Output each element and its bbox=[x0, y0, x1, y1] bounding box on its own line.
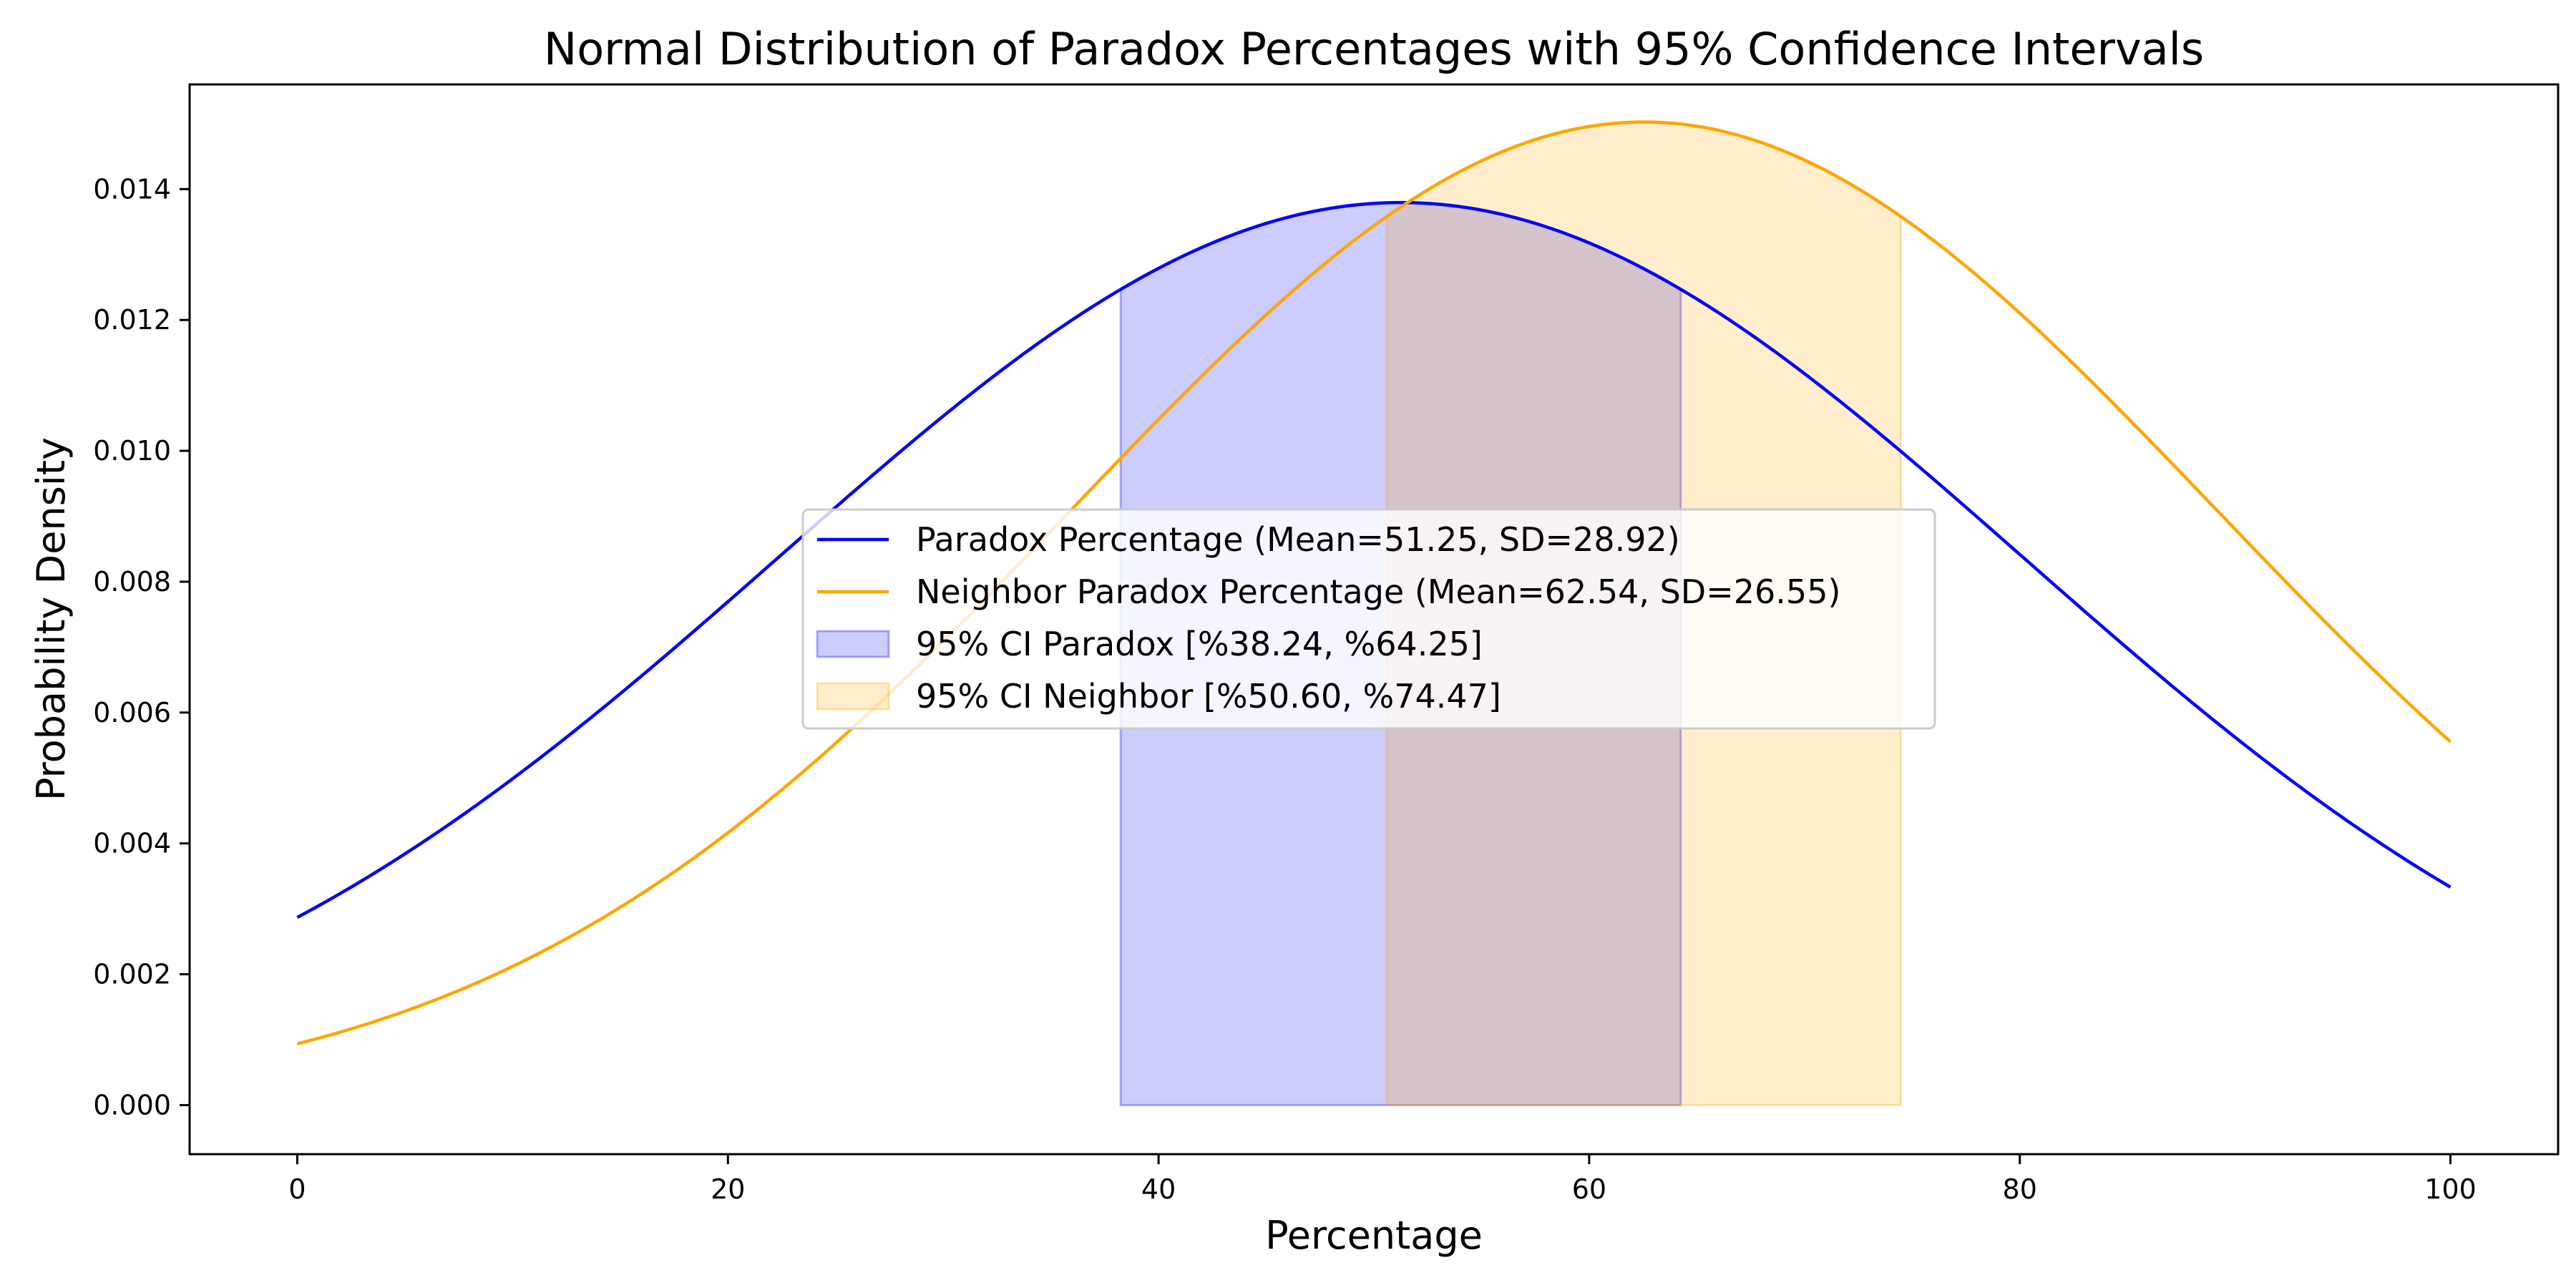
y-axis: 0.000 0.002 0.004 0.006 0.008 0.010 0.012 0.014 bbox=[93, 173, 190, 1121]
x-tick-label: 60 bbox=[1572, 1174, 1606, 1205]
legend-patch-swatch-1 bbox=[816, 682, 890, 711]
series-line-1 bbox=[296, 120, 2452, 1045]
y-axis-label: Probability Density bbox=[29, 437, 74, 801]
plot-frame bbox=[188, 83, 2560, 1156]
y-tick-label: 0.000 bbox=[93, 1089, 171, 1121]
series-lines bbox=[296, 120, 2452, 1045]
chart-title: Normal Distribution of Paradox Percentag… bbox=[544, 23, 2204, 75]
legend-patch-swatch-0 bbox=[816, 630, 890, 658]
x-tick-label: 40 bbox=[1141, 1174, 1176, 1205]
x-tick-label: 20 bbox=[711, 1174, 745, 1205]
legend-label-series-1: Neighbor Paradox Percentage (Mean=62.54,… bbox=[916, 572, 1840, 611]
x-tick-label: 100 bbox=[2424, 1174, 2477, 1205]
y-tick-label: 0.002 bbox=[93, 959, 171, 990]
series-line-0 bbox=[296, 200, 2451, 919]
y-tick-label: 0.006 bbox=[93, 697, 171, 728]
y-tick-label: 0.012 bbox=[93, 304, 171, 336]
legend: Paradox Percentage (Mean=51.25, SD=28.92… bbox=[801, 508, 1936, 730]
x-axis: 0 20 40 60 80 100 bbox=[288, 1154, 2477, 1205]
y-tick-label: 0.014 bbox=[93, 173, 171, 205]
x-tick-label: 0 bbox=[288, 1174, 306, 1205]
legend-label-ci-0: 95% CI Paradox [%38.24, %64.25] bbox=[916, 625, 1483, 663]
legend-label-ci-1: 95% CI Neighbor [%50.60, %74.47] bbox=[916, 677, 1501, 716]
y-tick-label: 0.004 bbox=[93, 828, 171, 859]
x-tick-label: 80 bbox=[2003, 1174, 2037, 1205]
legend-label-series-0: Paradox Percentage (Mean=51.25, SD=28.92… bbox=[916, 520, 1680, 559]
y-tick-label: 0.010 bbox=[93, 435, 171, 467]
y-tick-label: 0.008 bbox=[93, 566, 171, 597]
legend-box bbox=[801, 508, 1936, 730]
x-axis-label: Percentage bbox=[1265, 1213, 1483, 1258]
